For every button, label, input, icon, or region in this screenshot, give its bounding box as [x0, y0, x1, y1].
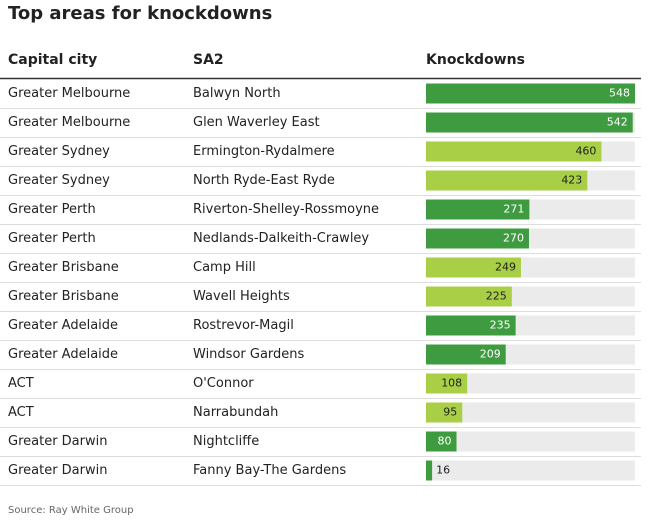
- bar-track: [426, 373, 635, 394]
- bar: [426, 460, 433, 481]
- bar: [426, 257, 521, 278]
- bar-value: 542: [607, 116, 628, 129]
- city: Greater Adelaide: [8, 347, 118, 362]
- city: Greater Melbourne: [8, 86, 130, 101]
- city: ACT: [8, 405, 34, 420]
- bar: [426, 170, 588, 191]
- bar: [426, 431, 457, 452]
- source: Source: Ray White Group: [8, 505, 134, 516]
- sa2: O'Connor: [193, 376, 254, 391]
- bar-value: 235: [490, 319, 511, 332]
- bar-value: 423: [561, 174, 582, 187]
- column-header: Knockdowns: [426, 52, 525, 68]
- bar: [426, 373, 468, 394]
- sa2: Nightcliffe: [193, 434, 259, 449]
- bar-value: 16: [436, 464, 450, 477]
- sa2: Ermington-Rydalmere: [193, 144, 335, 159]
- sa2: Narrabundah: [193, 405, 278, 420]
- bar-value: 271: [503, 203, 524, 216]
- bar-value: 209: [480, 348, 501, 361]
- city: Greater Melbourne: [8, 115, 130, 130]
- bar-value: 270: [503, 232, 524, 245]
- city: Greater Sydney: [8, 144, 110, 159]
- city: Greater Sydney: [8, 173, 110, 188]
- sa2: Nedlands-Dalkeith-Crawley: [193, 231, 369, 246]
- bar: [426, 141, 602, 162]
- sa2: Glen Waverley East: [193, 115, 320, 130]
- bar: [426, 83, 635, 104]
- sa2: North Ryde-East Ryde: [193, 173, 335, 188]
- bar: [426, 286, 512, 307]
- title: Top areas for knockdowns: [8, 3, 272, 24]
- bar-value: 95: [443, 406, 457, 419]
- city: ACT: [8, 376, 34, 391]
- sa2: Balwyn North: [193, 86, 281, 101]
- bar-value: 108: [441, 377, 462, 390]
- bar: [426, 344, 506, 365]
- bar: [426, 199, 530, 220]
- bar: [426, 402, 463, 423]
- sa2: Rostrevor-Magil: [193, 318, 294, 333]
- bar-track: [426, 402, 635, 423]
- bar-track: [426, 431, 635, 452]
- bar-value: 460: [575, 145, 596, 158]
- sa2: Wavell Heights: [193, 289, 290, 304]
- city: Greater Adelaide: [8, 318, 118, 333]
- bar-value: 225: [486, 290, 507, 303]
- city: Greater Perth: [8, 231, 96, 246]
- city: Greater Darwin: [8, 463, 107, 478]
- city: Greater Darwin: [8, 434, 107, 449]
- column-header: SA2: [193, 52, 224, 68]
- bar-value: 249: [495, 261, 516, 274]
- bar-value: 80: [438, 435, 452, 448]
- city: Greater Brisbane: [8, 260, 119, 275]
- column-header: Capital city: [8, 52, 97, 68]
- city: Greater Perth: [8, 202, 96, 217]
- city: Greater Brisbane: [8, 289, 119, 304]
- sa2: Riverton-Shelley-Rossmoyne: [193, 202, 379, 217]
- bar: [426, 112, 633, 133]
- bar-track: [426, 460, 635, 481]
- bar-value: 548: [609, 87, 630, 100]
- sa2: Fanny Bay-The Gardens: [193, 463, 346, 478]
- sa2: Windsor Gardens: [193, 347, 305, 362]
- bar: [426, 228, 529, 249]
- bar: [426, 315, 516, 336]
- sa2: Camp Hill: [193, 260, 256, 275]
